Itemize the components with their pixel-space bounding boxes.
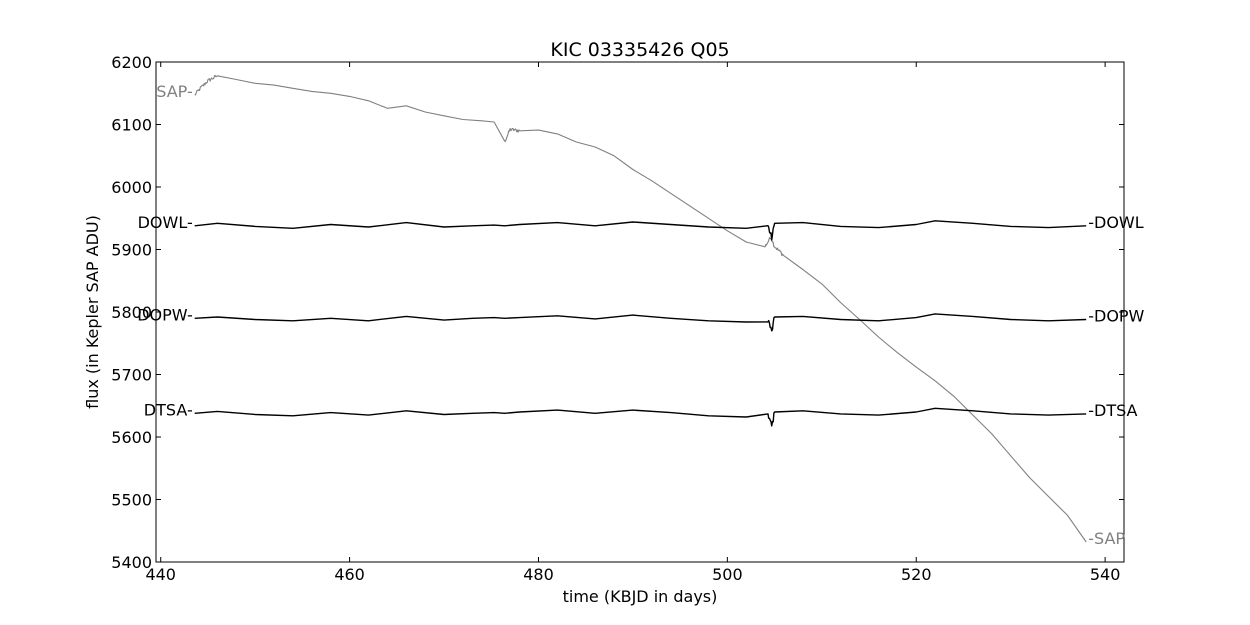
series-line-dtsa (194, 407, 1087, 427)
y-axis-title: flux (in Kepler SAP ADU) (83, 215, 102, 409)
x-axis-title: time (KBJD in days) (563, 587, 718, 606)
x-tick-label: 500 (712, 565, 743, 584)
series-label-right-dopw: -DOPW (1088, 307, 1144, 326)
series-label-right-dtsa: -DTSA (1088, 401, 1137, 420)
tick-layer: 440 460 480 500 520 540 5400 5500 5600 5700 5800 59… (111, 53, 1124, 584)
y-tick-label: 5600 (111, 428, 152, 447)
series-line-dopw (194, 313, 1087, 332)
x-tick-label: 520 (901, 565, 932, 584)
series-label-right-sap: -SAP (1088, 529, 1125, 548)
series-layer (194, 74, 1087, 543)
series-label-left-dopw: DOPW- (137, 305, 193, 324)
y-tick-label: 5700 (111, 366, 152, 385)
series-label-right-dowl: -DOWL (1088, 213, 1144, 232)
series-label-layer: SAP- -SAP DOWL- -DOWL DOPW- -DOPW DTSA- -DTSA (137, 82, 1144, 548)
x-tick-label: 460 (334, 565, 365, 584)
y-tick-label: 6000 (111, 178, 152, 197)
chart-title: KIC 03335426 Q05 (550, 39, 729, 61)
y-tick-label: 5400 (111, 553, 152, 572)
y-tick-label: 6200 (111, 53, 152, 72)
y-tick-label: 5500 (111, 491, 152, 510)
y-tick-label: 5800 (111, 303, 152, 322)
x-tick-label: 540 (1090, 565, 1121, 584)
y-tick-label: 6100 (111, 116, 152, 135)
series-line-dowl (194, 220, 1087, 241)
x-tick-label: 440 (145, 565, 176, 584)
series-label-left-sap: SAP- (156, 82, 192, 101)
series-label-left-dtsa: DTSA- (144, 400, 193, 419)
series-label-left-dowl: DOWL- (138, 213, 193, 232)
y-tick-label: 5900 (111, 241, 152, 260)
series-line-sap (194, 74, 1087, 543)
x-tick-label: 480 (523, 565, 554, 584)
